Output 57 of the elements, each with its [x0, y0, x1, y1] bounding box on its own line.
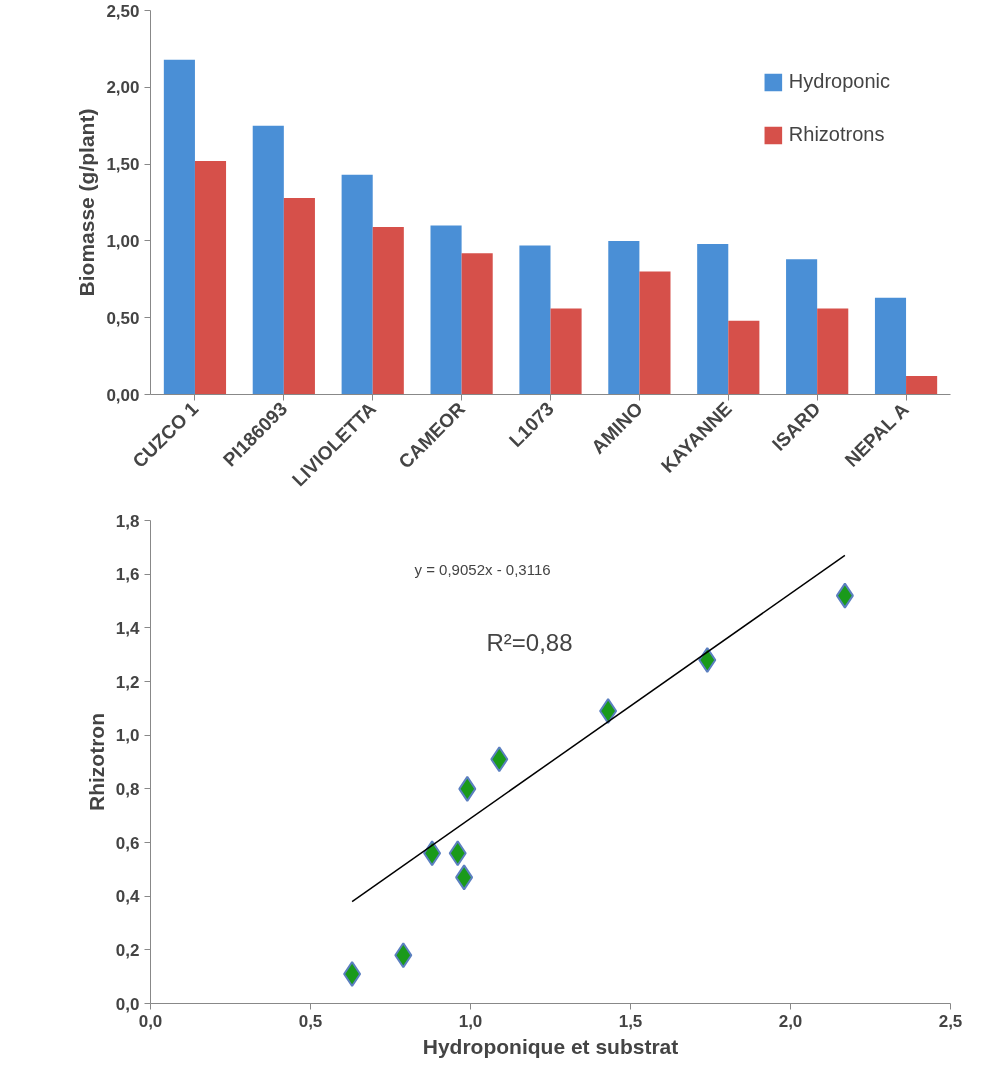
bar [728, 320, 760, 395]
x-tick-label: 0,5 [298, 1011, 323, 1031]
bar [550, 308, 582, 395]
bar [194, 161, 227, 395]
point [490, 746, 509, 773]
bar [372, 227, 404, 395]
point [835, 582, 854, 609]
y-tick-label: 1,0 [115, 726, 140, 746]
x-axis-title: Hydroponique et substrat [422, 1034, 679, 1058]
bar [283, 197, 315, 395]
point [698, 647, 717, 674]
y-axis-title: Rhizotron [84, 713, 108, 811]
point [343, 960, 362, 987]
y-tick-label: 0,6 [115, 833, 140, 853]
bar [252, 125, 284, 395]
x-tick-label: 1,0 [458, 1011, 483, 1031]
bar [341, 174, 373, 395]
x-tick-label: 2,5 [938, 1011, 963, 1031]
y-tick-label: 2,50 [106, 1, 140, 21]
point [423, 840, 442, 867]
bar [874, 297, 907, 395]
y-tick-label: 1,00 [106, 231, 140, 251]
point [458, 775, 477, 802]
bar [697, 243, 729, 395]
bar [608, 240, 640, 395]
point [599, 698, 618, 725]
x-tick-label: 2,0 [778, 1011, 803, 1031]
y-tick-label: 0,4 [115, 887, 141, 907]
bar [430, 225, 462, 395]
bar [163, 59, 195, 395]
bar [519, 245, 551, 395]
y-tick-label: 1,8 [115, 511, 140, 531]
bar [817, 308, 849, 395]
y-tick-label: 0,8 [115, 779, 140, 799]
y-tick-label: 0,0 [115, 994, 140, 1014]
legend-label: Rhizotrons [788, 123, 885, 146]
bar [906, 376, 938, 395]
bar [786, 259, 818, 395]
y-axis-title: Biomasse (g/plant) [75, 108, 99, 297]
bar [461, 253, 493, 395]
y-tick-label: 1,2 [115, 672, 140, 692]
annotation: R²=0,88 [486, 628, 573, 656]
y-tick-label: 1,6 [115, 565, 140, 585]
x-tick-label: 0,0 [138, 1011, 163, 1031]
x-tick-label: 1,5 [618, 1011, 643, 1031]
annotation: y = 0,9052x - 0,3116 [414, 561, 551, 579]
y-tick-label: 0,50 [106, 308, 140, 328]
y-tick-label: 1,50 [106, 155, 140, 175]
y-tick-label: 0,2 [115, 940, 140, 960]
point [448, 840, 467, 867]
point [394, 942, 413, 969]
y-tick-label: 2,00 [106, 78, 140, 98]
y-tick-label: 0,00 [106, 385, 140, 405]
legend-label: Hydroponic [788, 70, 890, 93]
y-tick-label: 1,4 [115, 618, 141, 638]
point [455, 864, 474, 891]
bar [639, 271, 671, 395]
